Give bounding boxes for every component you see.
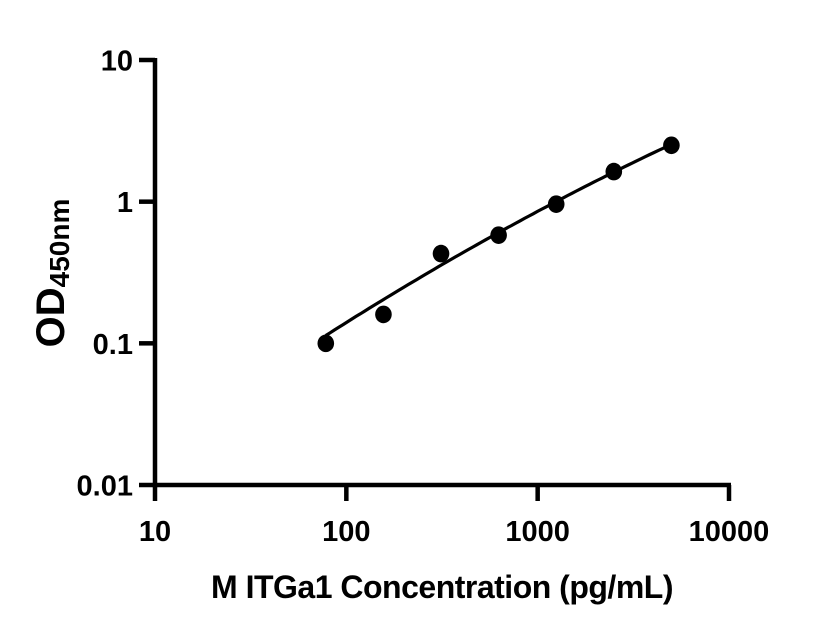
data-point [432, 244, 450, 263]
data-point [317, 334, 335, 353]
y-tick-labels: 10 1 0.1 0.01 [77, 46, 133, 503]
x-axis-title: M ITGa1 Concentration (pg/mL) [211, 569, 673, 605]
y-axis-title-main: OD [29, 287, 73, 347]
axes [152, 58, 731, 488]
data-points [317, 136, 680, 353]
y-tick-label: 1 [117, 187, 133, 219]
x-tick-label: 1000 [505, 516, 570, 548]
data-point [490, 226, 507, 244]
y-axis-title: OD450nm [29, 199, 75, 348]
y-tick-label: 10 [101, 46, 133, 78]
x-axis-ticks [152, 485, 732, 501]
x-tick-labels: 10 100 1000 10000 [139, 516, 769, 548]
x-tick-label: 10000 [689, 516, 770, 548]
data-point [375, 305, 392, 324]
data-point [547, 195, 565, 213]
x-tick-label: 10 [139, 516, 171, 548]
y-tick-label: 0.1 [93, 329, 133, 361]
y-axis-ticks [139, 57, 155, 488]
y-axis-title-subscript: 450nm [44, 199, 75, 288]
data-point [663, 136, 680, 155]
data-point [605, 162, 623, 181]
y-tick-label: 0.01 [77, 471, 133, 503]
x-tick-label: 100 [322, 516, 370, 548]
